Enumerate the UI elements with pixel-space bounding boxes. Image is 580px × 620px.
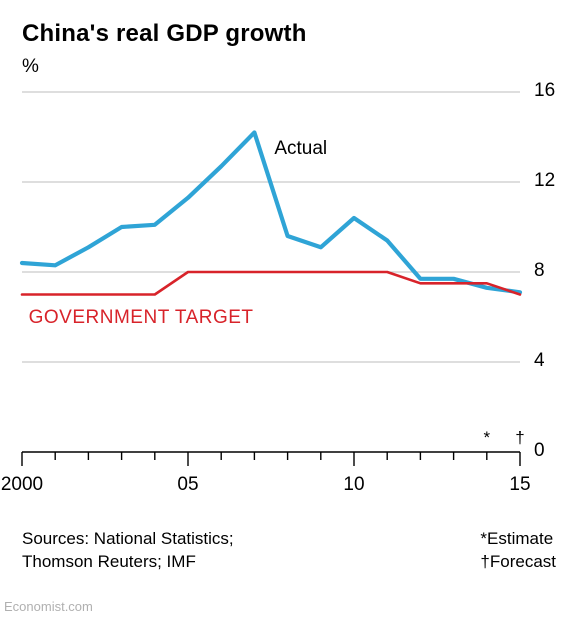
footnote-marker: * [483, 428, 490, 448]
x-tick-label: 10 [343, 474, 364, 496]
credit-text: Economist.com [4, 599, 93, 614]
sources-text: Sources: National Statistics; Thomson Re… [22, 528, 234, 574]
chart-container: China's real GDP growth % Sources: Natio… [0, 0, 580, 620]
x-tick-label: 15 [509, 474, 530, 496]
footnotes-text: *Estimate †Forecast [480, 528, 556, 574]
target-series-label: GOVERNMENT TARGET [29, 307, 254, 329]
y-tick-label: 8 [534, 260, 545, 282]
y-tick-label: 0 [534, 440, 545, 462]
actual-series-label: Actual [274, 138, 327, 160]
y-tick-label: 12 [534, 170, 555, 192]
y-tick-label: 4 [534, 350, 545, 372]
y-tick-label: 16 [534, 80, 555, 102]
x-tick-label: 05 [177, 474, 198, 496]
x-tick-label: 2000 [1, 474, 43, 496]
footnote-marker: † [515, 428, 524, 448]
